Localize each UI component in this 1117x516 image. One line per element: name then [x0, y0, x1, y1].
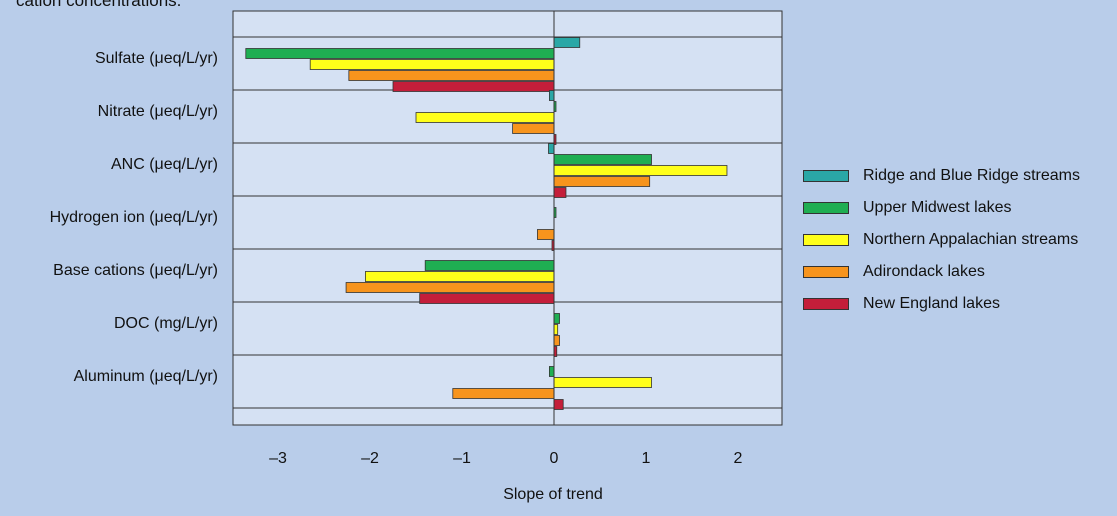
category-label: Nitrate (μeq/L/yr)	[98, 103, 218, 120]
bar-adirondack-lakes-5	[345, 282, 555, 293]
bar-ridge-and-blue-ridge-streams-2	[549, 90, 555, 101]
bar-upper-midwest-lakes-7	[549, 366, 555, 377]
bar-new-england-lakes-5	[419, 293, 555, 304]
bar-adirondack-lakes-7	[452, 388, 555, 399]
bar-new-england-lakes-1	[392, 81, 555, 92]
legend-item: New England lakes	[803, 294, 1117, 314]
bar-northern-appalachian-streams-5	[364, 271, 555, 282]
bar-northern-appalachian-streams-1	[309, 59, 555, 70]
bar-chart: Sulfate (μeq/L/yr) Nitrate (μeq/L/yr) ANC …	[50, 10, 783, 503]
bar-northern-appalachian-streams-3	[553, 165, 728, 176]
bar-upper-midwest-lakes-3	[553, 154, 652, 165]
x-tick-label: –2	[361, 450, 379, 467]
legend-swatch	[803, 266, 849, 278]
legend-item: Northern Appalachian streams	[803, 230, 1117, 250]
x-tick-label: 1	[642, 450, 651, 467]
legend: Ridge and Blue Ridge streams Upper Midwes…	[803, 166, 1117, 326]
bar-ridge-and-blue-ridge-streams-3	[548, 143, 555, 154]
x-tick-label: 2	[734, 450, 743, 467]
bar-upper-midwest-lakes-6	[553, 313, 560, 324]
x-axis-title: Slope of trend	[503, 486, 603, 503]
legend-item: Upper Midwest lakes	[803, 198, 1117, 218]
legend-label: Northern Appalachian streams	[863, 231, 1079, 248]
bar-adirondack-lakes-2	[512, 123, 555, 134]
bar-northern-appalachian-streams-2	[415, 112, 555, 123]
bar-adirondack-lakes-1	[348, 70, 555, 81]
x-tick-label: –3	[269, 450, 287, 467]
x-tick-label: –1	[453, 450, 471, 467]
legend-label: New England lakes	[863, 295, 1000, 312]
category-label: Sulfate (μeq/L/yr)	[95, 50, 218, 67]
legend-swatch	[803, 202, 849, 214]
bar-adirondack-lakes-4	[537, 229, 555, 240]
legend-label: Adirondack lakes	[863, 263, 985, 280]
legend-item: Adirondack lakes	[803, 262, 1117, 282]
bar-adirondack-lakes-6	[553, 335, 560, 346]
bar-northern-appalachian-streams-6	[553, 324, 559, 335]
legend-label: Ridge and Blue Ridge streams	[863, 167, 1081, 184]
bar-ridge-and-blue-ridge-streams-1	[553, 37, 581, 48]
bar-new-england-lakes-3	[553, 187, 567, 198]
category-label: Hydrogen ion (μeq/L/yr)	[50, 209, 218, 226]
legend-item: Ridge and Blue Ridge streams	[803, 166, 1117, 186]
bar-new-england-lakes-7	[553, 399, 564, 410]
bar-upper-midwest-lakes-5	[424, 260, 555, 271]
category-label: Base cations (μeq/L/yr)	[53, 262, 218, 279]
legend-label: Upper Midwest lakes	[863, 199, 1012, 216]
legend-swatch	[803, 234, 849, 246]
category-label: ANC (μeq/L/yr)	[111, 156, 218, 173]
x-tick-label: 0	[550, 450, 559, 467]
top-caption: cation concentrations.	[16, 0, 182, 10]
bar-adirondack-lakes-3	[553, 176, 651, 187]
category-label: Aluminum (μeq/L/yr)	[74, 368, 218, 385]
legend-swatch	[803, 170, 849, 182]
legend-swatch	[803, 298, 849, 310]
bar-northern-appalachian-streams-7	[553, 377, 652, 388]
bar-upper-midwest-lakes-1	[245, 48, 555, 59]
category-label: DOC (mg/L/yr)	[114, 315, 218, 332]
